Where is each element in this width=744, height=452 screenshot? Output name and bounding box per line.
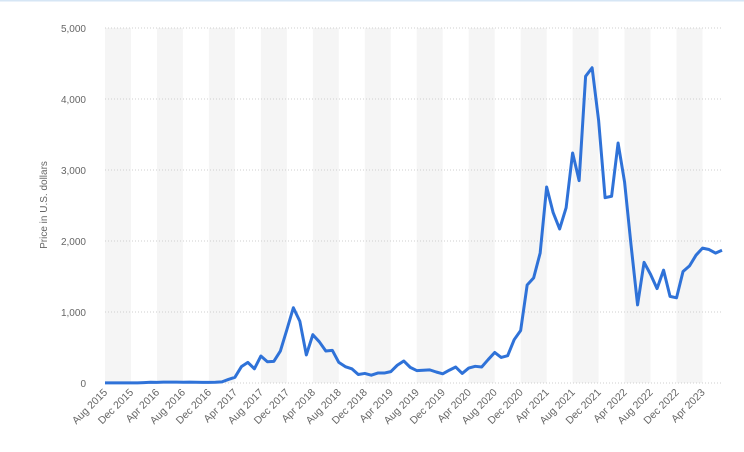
y-tick-label: 3,000 (61, 166, 86, 177)
band (208, 28, 235, 383)
band (416, 28, 443, 383)
band (260, 28, 287, 383)
price-line (105, 66, 723, 385)
band (156, 28, 183, 383)
band (105, 28, 131, 383)
bands (105, 28, 703, 383)
y-tick-label: 2,000 (61, 237, 86, 248)
band (312, 28, 339, 383)
y-tick-label: 4,000 (61, 95, 86, 106)
y-axis-label: Price in U.S. dollars (39, 161, 50, 249)
band (624, 28, 651, 383)
band (364, 28, 391, 383)
y-tick-label: 0 (80, 379, 86, 390)
band (676, 28, 703, 383)
band (520, 28, 547, 383)
y-tick-label: 1,000 (61, 308, 86, 319)
band (468, 28, 495, 383)
y-tick-label: 5,000 (61, 24, 86, 35)
